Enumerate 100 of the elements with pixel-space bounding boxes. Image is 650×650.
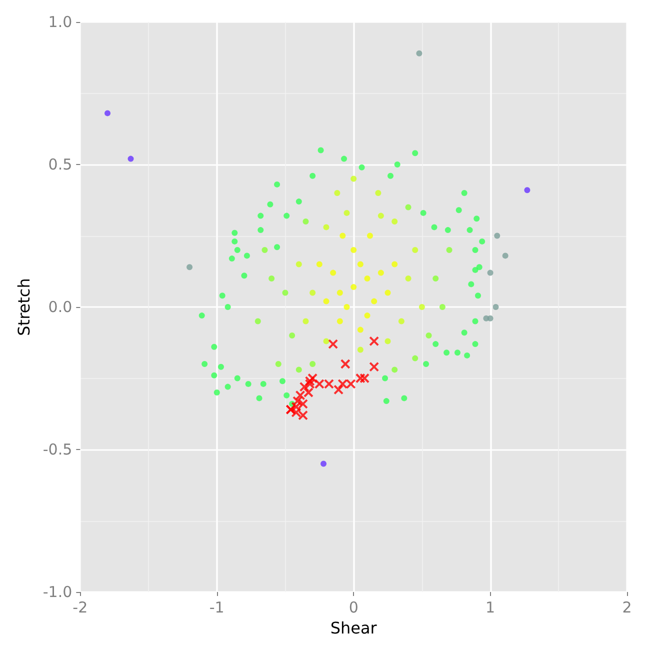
x-tick-label: 1 xyxy=(486,598,496,616)
point xyxy=(336,318,343,324)
point xyxy=(262,247,268,253)
point xyxy=(258,212,264,219)
point xyxy=(340,359,350,369)
point xyxy=(214,390,220,396)
point xyxy=(256,395,262,402)
point xyxy=(357,261,364,268)
point xyxy=(211,372,218,378)
point xyxy=(350,176,357,182)
point xyxy=(296,366,302,373)
point xyxy=(310,172,316,179)
point xyxy=(258,227,264,234)
point xyxy=(344,210,350,216)
point xyxy=(383,398,390,404)
point xyxy=(426,332,432,338)
point xyxy=(308,373,318,384)
x-axis-title: Shear xyxy=(330,618,378,638)
y-tick-label: -0.5 xyxy=(42,440,72,458)
point xyxy=(369,336,380,346)
point xyxy=(282,290,288,296)
point xyxy=(224,304,231,310)
point xyxy=(494,232,500,239)
y-tick-label: -1.0 xyxy=(42,583,72,601)
point xyxy=(401,395,408,402)
point xyxy=(461,190,468,196)
point xyxy=(274,181,280,188)
point xyxy=(405,204,412,210)
point xyxy=(456,207,462,214)
point xyxy=(245,380,252,387)
point xyxy=(318,147,324,154)
point xyxy=(432,341,439,348)
x-tick-label: 0 xyxy=(348,598,358,616)
point xyxy=(384,338,391,344)
point xyxy=(296,198,302,205)
y-tick-label: 0.5 xyxy=(48,156,72,174)
point xyxy=(128,156,134,162)
y-axis-title: Stretch xyxy=(14,278,34,336)
point xyxy=(392,218,398,224)
point xyxy=(330,270,336,276)
point xyxy=(444,227,451,234)
point xyxy=(254,318,261,324)
point xyxy=(280,378,286,384)
point xyxy=(267,201,274,208)
point xyxy=(412,247,418,253)
point xyxy=(224,384,231,390)
x-tick-label: -2 xyxy=(72,598,88,616)
point xyxy=(316,261,322,268)
point xyxy=(472,247,478,253)
point xyxy=(492,304,499,310)
y-tick-label: 0.0 xyxy=(48,298,72,316)
point xyxy=(310,290,316,296)
point xyxy=(502,252,508,259)
point xyxy=(398,318,404,324)
point xyxy=(284,212,290,219)
point xyxy=(392,366,398,373)
point xyxy=(479,238,486,244)
point xyxy=(340,232,346,239)
point xyxy=(466,227,473,234)
point xyxy=(412,150,418,156)
point xyxy=(364,276,370,282)
point xyxy=(357,346,364,353)
point xyxy=(350,284,357,290)
point xyxy=(198,312,205,319)
point xyxy=(524,187,530,194)
point xyxy=(461,330,468,336)
point xyxy=(487,315,494,322)
point xyxy=(334,384,344,395)
point xyxy=(234,375,240,382)
x-tick-label: -1 xyxy=(209,598,224,616)
point xyxy=(476,264,482,270)
point xyxy=(289,332,296,338)
point xyxy=(234,247,240,253)
point xyxy=(344,304,350,310)
point xyxy=(416,50,422,56)
point xyxy=(392,261,398,268)
point xyxy=(375,190,382,196)
point xyxy=(358,164,365,170)
point xyxy=(268,276,275,282)
point xyxy=(341,156,348,162)
point xyxy=(432,276,439,282)
point xyxy=(310,361,316,367)
point xyxy=(371,298,378,304)
point xyxy=(284,392,290,398)
point xyxy=(366,232,373,239)
point xyxy=(323,298,330,304)
point xyxy=(412,355,418,362)
point xyxy=(378,212,384,219)
point xyxy=(186,264,193,270)
point xyxy=(487,270,494,276)
point xyxy=(232,230,238,236)
point xyxy=(420,210,426,216)
point xyxy=(369,362,380,372)
point xyxy=(260,380,266,387)
point xyxy=(104,110,111,116)
point xyxy=(302,318,309,324)
point xyxy=(320,460,327,467)
point xyxy=(394,162,400,168)
point xyxy=(302,218,309,224)
point xyxy=(454,350,460,356)
